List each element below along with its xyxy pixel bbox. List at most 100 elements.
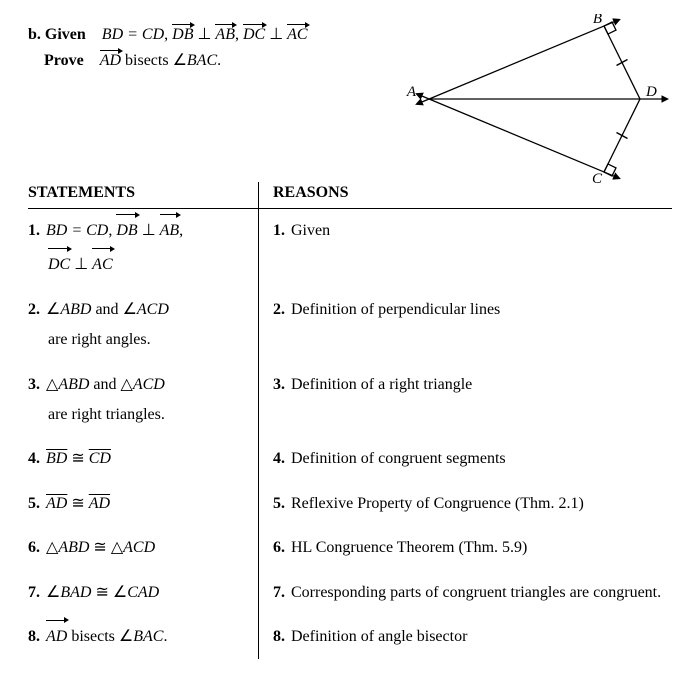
table-row: 6.△ABD ≅ △ACD 6.HL Congruence Theorem (T…: [28, 526, 672, 570]
r1-bdcd: BD = CD: [46, 222, 108, 239]
r6-cong: ≅: [93, 539, 106, 556]
perp-1: ⊥: [197, 26, 211, 43]
stmt-7: 7.∠BAD ≅ ∠CAD: [28, 578, 246, 608]
row-num: 8.: [273, 622, 291, 652]
table-row: 5.AD ≅ AD 5.Reflexive Property of Congru…: [28, 482, 672, 526]
part-label: b.: [28, 26, 41, 43]
r8-reason: Definition of angle bisector: [291, 628, 467, 645]
diagram-label-d: D: [645, 84, 657, 100]
row-num: 5.: [273, 489, 291, 519]
r4-cong: ≅: [71, 450, 84, 467]
table-header-row: STATEMENTS REASONS: [28, 182, 672, 209]
stmt-6: 6.△ABD ≅ △ACD: [28, 533, 246, 563]
r2-t1: ABD: [60, 301, 91, 318]
r4-reason: Definition of congruent segments: [291, 450, 506, 467]
reason-2: 2.Definition of perpendicular lines: [273, 295, 666, 325]
stmt-5: 5.AD ≅ AD: [28, 489, 246, 519]
r7-a1: BAD: [60, 584, 91, 601]
r4-s2: CD: [89, 450, 111, 467]
r5-s1: AD: [46, 495, 67, 512]
r2-tail: are right angles.: [48, 331, 151, 348]
r1-dc: DC: [48, 250, 70, 280]
tick-cd: [617, 133, 628, 139]
r1-p1: ⊥: [142, 222, 156, 239]
table-row: 2.∠ABD and ∠ACD are right angles. 2.Defi…: [28, 288, 672, 363]
stmt-2: 2.∠ABD and ∠ACD are right angles.: [28, 295, 246, 356]
row-num: 6.: [273, 533, 291, 563]
r3-t2: ACD: [133, 376, 165, 393]
row-num: 8.: [28, 622, 46, 652]
diagram-label-b: B: [593, 14, 602, 27]
prove-angle: ∠: [173, 52, 187, 69]
r5-reason: Reflexive Property of Congruence (Thm. 2…: [291, 495, 584, 512]
perp-2: ⊥: [269, 26, 283, 43]
r2-ang2: ∠: [123, 301, 137, 318]
r5-s2: AD: [89, 495, 110, 512]
r5-cong: ≅: [71, 495, 84, 512]
row-num: 1.: [273, 216, 291, 246]
reason-4: 4.Definition of congruent segments: [273, 444, 666, 474]
tick-bd: [617, 60, 628, 66]
prove-period: .: [217, 52, 221, 69]
line-ab: [418, 20, 618, 103]
given-ac: AC: [287, 26, 307, 44]
stmt-4: 4.BD ≅ CD: [28, 444, 246, 474]
header-reasons: REASONS: [259, 182, 673, 209]
row-num: 4.: [28, 444, 46, 474]
prove-ad: AD: [100, 52, 121, 70]
r2-ang1: ∠: [46, 301, 60, 318]
r8-bac: BAC: [133, 628, 163, 645]
reason-5: 5.Reflexive Property of Congruence (Thm.…: [273, 489, 666, 519]
r8-ang: ∠: [119, 628, 133, 645]
row-num: 3.: [273, 370, 291, 400]
prove-bac: BAC: [187, 52, 217, 69]
r3-tail: are right triangles.: [48, 406, 165, 423]
table-row: 3.△ABD and △ACD are right triangles. 3.D…: [28, 363, 672, 438]
row-num: 5.: [28, 489, 46, 519]
r2-mid: and: [91, 301, 122, 318]
row-num: 2.: [273, 295, 291, 325]
reason-3: 3.Definition of a right triangle: [273, 370, 666, 400]
r7-a2: CAD: [127, 584, 159, 601]
r6-reason: HL Congruence Theorem (Thm. 5.9): [291, 539, 527, 556]
table-row: 4.BD ≅ CD 4.Definition of congruent segm…: [28, 437, 672, 481]
comma-1: ,: [164, 26, 172, 43]
reason-6: 6.HL Congruence Theorem (Thm. 5.9): [273, 533, 666, 563]
r3-tri1: △: [46, 376, 58, 393]
r7-reason: Corresponding parts of congruent triangl…: [291, 584, 661, 601]
comma-2: ,: [235, 26, 243, 43]
problem-header: b. Given BD = CD, DB ⊥ AB, DC ⊥ AC Prove…: [28, 20, 672, 180]
r1-ab: AB: [160, 216, 180, 246]
r6-t2: ACD: [123, 539, 155, 556]
given-bd-cd: BD = CD: [102, 26, 164, 43]
header-statements: STATEMENTS: [28, 182, 259, 209]
triangle-diagram: A B C D: [404, 14, 676, 184]
r1-db: DB: [116, 216, 137, 246]
r2-reason: Definition of perpendicular lines: [291, 301, 500, 318]
r7-cong: ≅: [95, 584, 108, 601]
reason-1: 1.Given: [273, 216, 666, 246]
given-label: Given: [45, 26, 86, 43]
table-row: 7.∠BAD ≅ ∠CAD 7.Corresponding parts of c…: [28, 571, 672, 615]
r1-p2: ⊥: [74, 256, 88, 273]
r3-tri2: △: [121, 376, 133, 393]
row-num: 3.: [28, 370, 46, 400]
r8-period: .: [163, 628, 167, 645]
r2-t2: ACD: [137, 301, 169, 318]
r1-reason: Given: [291, 222, 330, 239]
given-dc: DC: [243, 26, 265, 44]
r3-mid: and: [89, 376, 120, 393]
stmt-1: 1.BD = CD, DB ⊥ AB, DC ⊥ AC: [28, 216, 246, 281]
r6-t1: ABD: [58, 539, 89, 556]
r8-rest1: bisects: [67, 628, 119, 645]
row-num: 6.: [28, 533, 46, 563]
row-num: 2.: [28, 295, 46, 325]
r4-s1: BD: [46, 450, 67, 467]
row-num: 7.: [273, 578, 291, 608]
reason-8: 8.Definition of angle bisector: [273, 622, 666, 652]
table-row: 8.AD bisects ∠BAC. 8.Definition of angle…: [28, 615, 672, 659]
table-row: 1.BD = CD, DB ⊥ AB, DC ⊥ AC 1.Given: [28, 209, 672, 288]
prove-label: Prove: [44, 52, 84, 69]
given-db: DB: [172, 26, 193, 44]
reason-7: 7.Corresponding parts of congruent trian…: [273, 578, 666, 608]
